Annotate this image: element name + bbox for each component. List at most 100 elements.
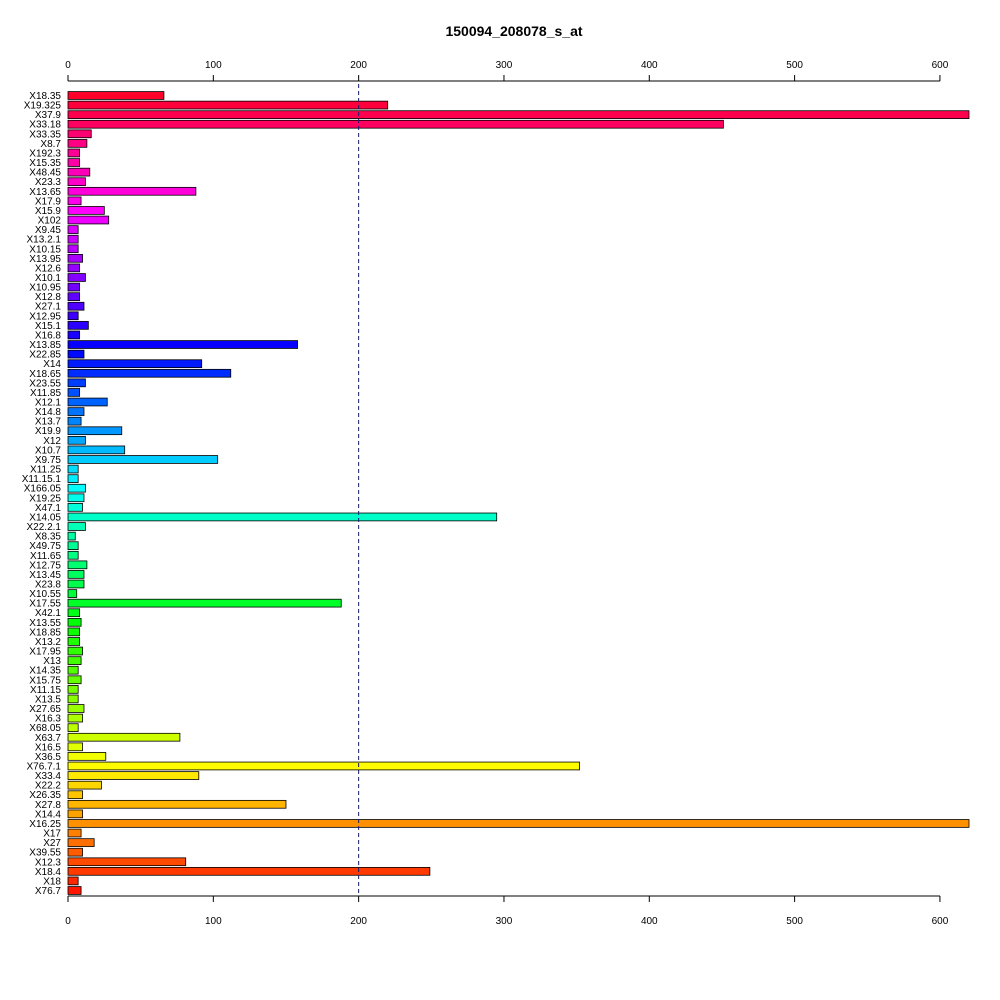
- bar: [67, 483, 86, 493]
- bottom-tick-label: 400: [641, 916, 658, 927]
- category-label: X18: [43, 876, 61, 887]
- category-label: X13.55: [29, 618, 61, 629]
- category-label: X49.75: [29, 541, 61, 552]
- category-label: X12.95: [29, 311, 61, 322]
- category-label: X13.2.1: [27, 235, 62, 246]
- category-label: X11.25: [30, 465, 61, 476]
- top-tick-label: 300: [496, 60, 513, 71]
- bar: [67, 579, 85, 589]
- category-label: X13.95: [29, 254, 61, 265]
- category-label: X76.7.1: [27, 761, 62, 772]
- bar: [67, 158, 81, 167]
- category-label: X10.7: [35, 445, 62, 456]
- bar: [67, 263, 81, 273]
- bar: [67, 397, 108, 407]
- bar: [67, 119, 724, 129]
- category-label: X19.325: [24, 101, 62, 112]
- bar: [67, 253, 83, 263]
- category-label: X13.45: [29, 570, 61, 581]
- bar: [67, 713, 83, 723]
- bar: [67, 139, 88, 148]
- category-label: X22.85: [29, 350, 61, 361]
- category-label: X13: [43, 656, 61, 667]
- bar: [67, 177, 86, 187]
- category-label: X48.45: [29, 168, 61, 179]
- category-label: X22.2: [35, 781, 62, 792]
- category-label: X17.95: [29, 647, 61, 658]
- bar: [67, 799, 287, 809]
- bar: [67, 435, 86, 445]
- category-label: X9.75: [35, 455, 62, 466]
- bar: [67, 570, 85, 579]
- category-label: X12.6: [35, 263, 62, 274]
- bar: [67, 311, 79, 321]
- bar: [67, 646, 83, 656]
- top-tick-label: 500: [786, 60, 803, 71]
- bar: [67, 407, 85, 416]
- category-label: X33.35: [29, 129, 61, 140]
- category-label: X11.65: [30, 551, 61, 562]
- top-tick-label: 400: [641, 60, 658, 71]
- bar: [67, 349, 85, 359]
- bottom-tick-label: 300: [496, 916, 513, 927]
- category-label: X39.55: [29, 848, 61, 859]
- bar: [67, 110, 970, 119]
- category-label: X16.3: [35, 714, 62, 725]
- top-tick-label: 200: [350, 60, 367, 71]
- bar: [67, 129, 92, 139]
- bar: [67, 886, 82, 895]
- category-label: X11.15.1: [22, 474, 62, 485]
- category-label: X17.9: [35, 196, 62, 207]
- bar: [67, 378, 86, 388]
- category-label: X166.05: [24, 484, 62, 495]
- bar: [67, 388, 81, 397]
- bar: [67, 627, 81, 637]
- bar: [67, 167, 91, 177]
- category-label: X10.95: [29, 283, 61, 294]
- bar: [67, 493, 85, 503]
- category-label: X17.55: [29, 599, 61, 610]
- category-label: X18.65: [29, 369, 61, 380]
- bar: [67, 704, 85, 713]
- bar: [67, 455, 219, 464]
- category-label: X15.9: [35, 206, 62, 217]
- bar: [67, 196, 82, 206]
- bar: [67, 100, 389, 110]
- bar: [67, 560, 88, 570]
- category-label: X42.1: [35, 608, 62, 619]
- bottom-tick-label: 0: [65, 916, 71, 927]
- bar: [67, 780, 102, 790]
- bar: [67, 828, 82, 838]
- category-label: X9.45: [35, 225, 62, 236]
- top-tick-label: 0: [65, 60, 71, 71]
- bar: [67, 867, 431, 876]
- bar: [67, 847, 83, 857]
- top-tick-label: 600: [932, 60, 949, 71]
- category-label: X15.1: [35, 321, 62, 332]
- category-label: X18.4: [35, 867, 62, 878]
- bar: [67, 464, 79, 474]
- category-label: X23.8: [35, 579, 62, 590]
- bar: [67, 215, 110, 225]
- category-label: X76.7: [35, 886, 62, 897]
- category-label: X12.3: [35, 857, 62, 868]
- bottom-tick-label: 600: [932, 916, 949, 927]
- bar: [67, 531, 76, 541]
- bar: [67, 512, 498, 522]
- category-label: X36.5: [35, 752, 62, 763]
- bar: [67, 148, 81, 158]
- bottom-x-axis: 0 100 200 300 400 500 600: [65, 895, 949, 927]
- category-label: X10.1: [35, 273, 62, 284]
- bar: [67, 91, 165, 100]
- category-label: X11.15: [30, 685, 61, 696]
- category-label: X14.35: [29, 666, 61, 677]
- bar: [67, 656, 82, 665]
- category-label: X11.85: [30, 388, 61, 399]
- bar: [67, 445, 126, 455]
- category-label: X23.3: [35, 177, 62, 188]
- bar: [67, 838, 95, 847]
- bar: [67, 732, 181, 742]
- bar: [67, 598, 342, 608]
- bar: [67, 637, 81, 646]
- bar: [67, 723, 79, 732]
